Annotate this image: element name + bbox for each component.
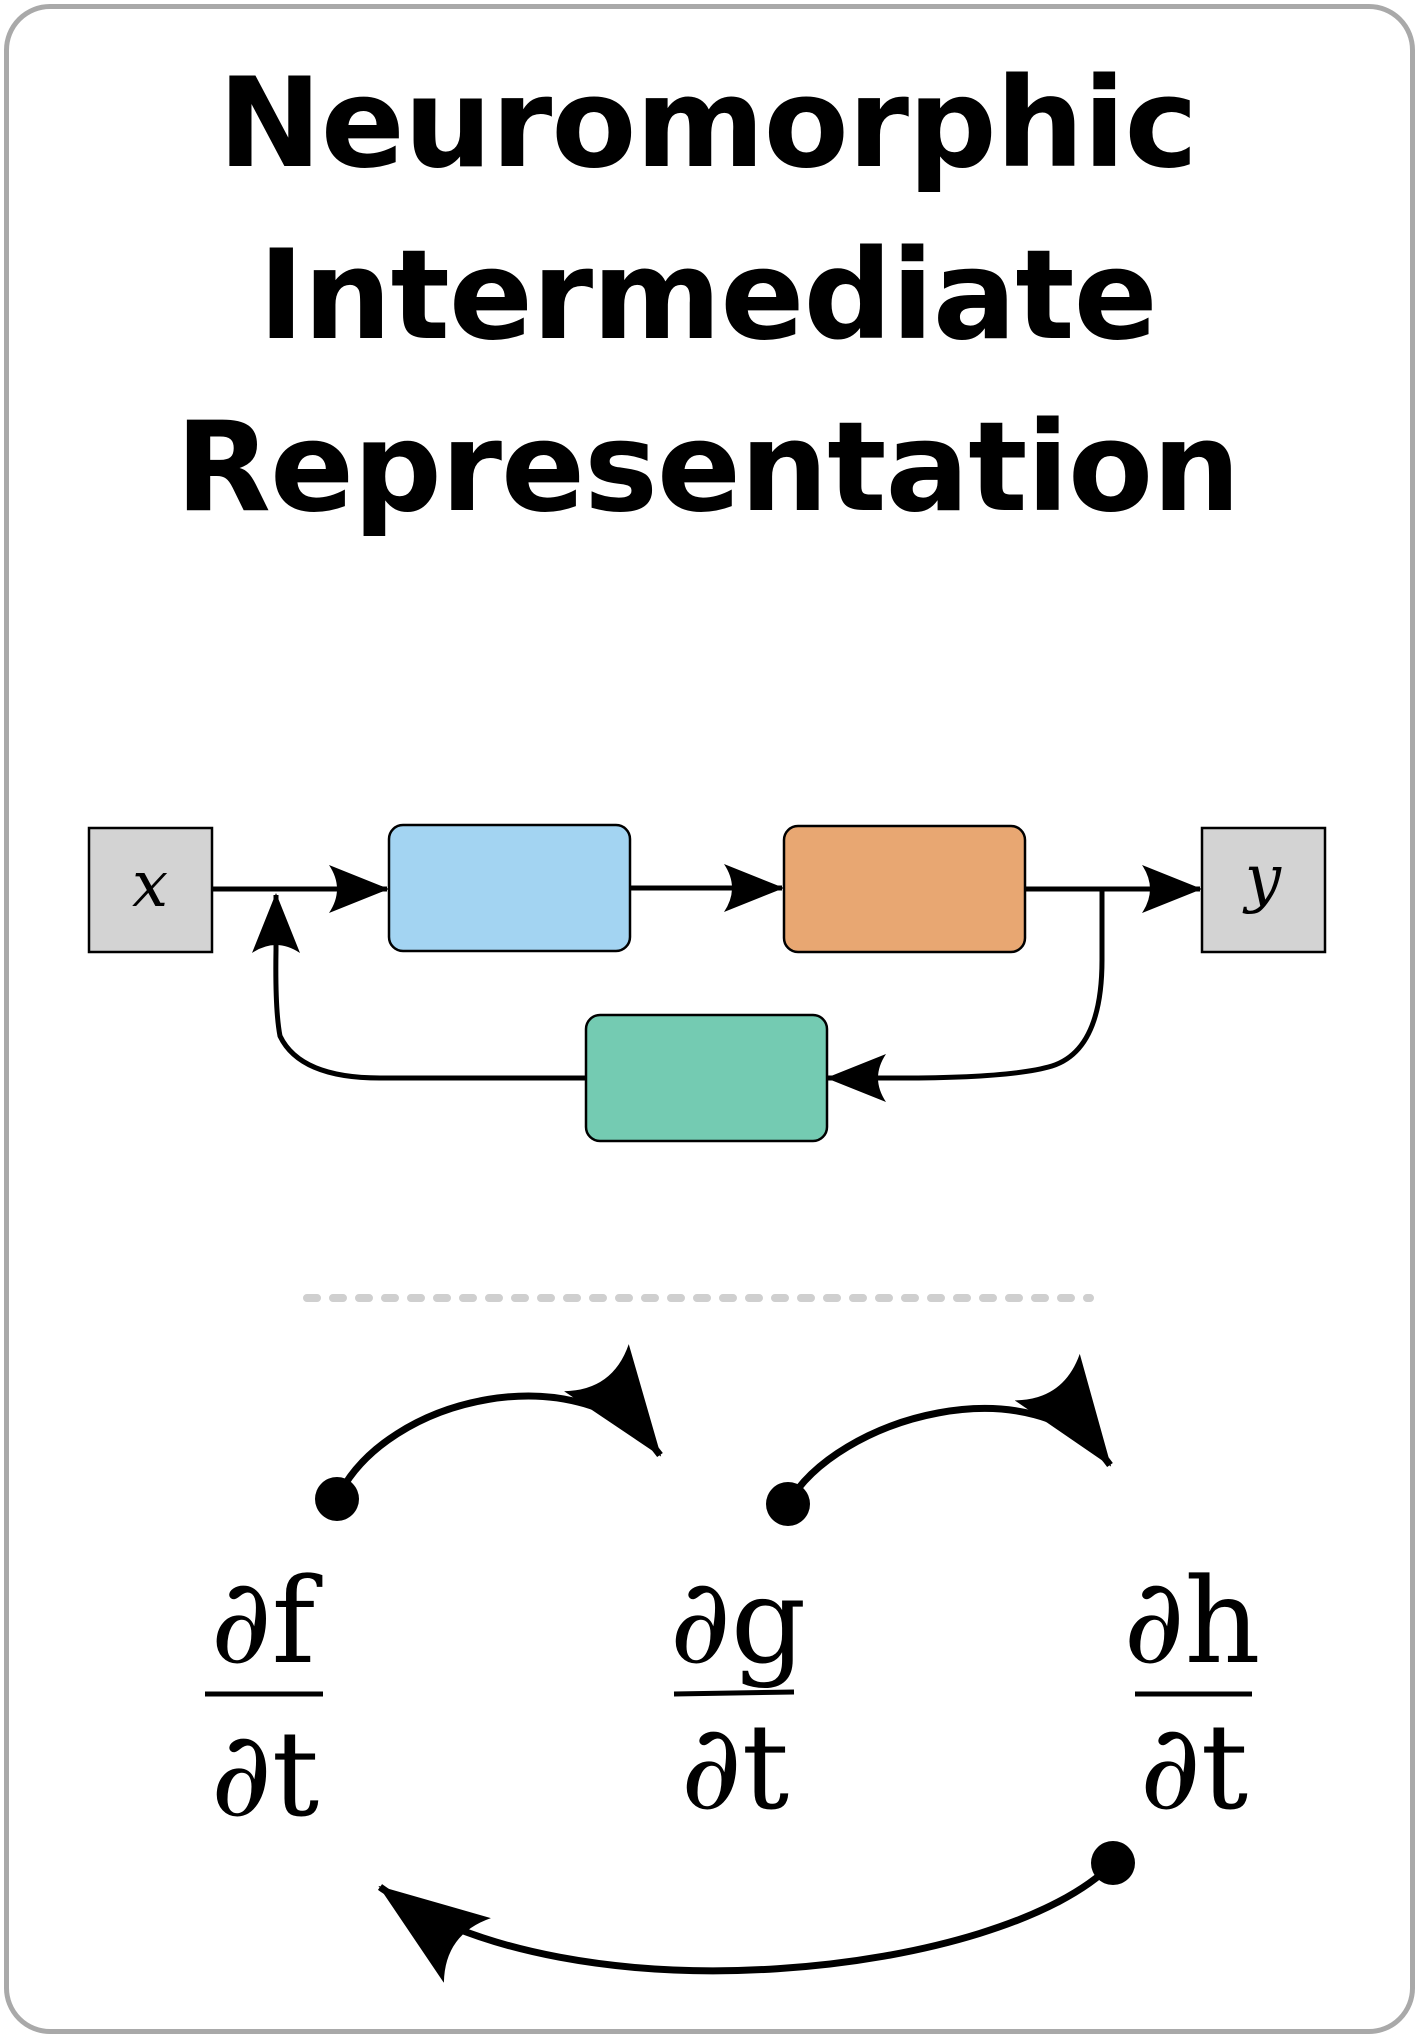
fraction-g-numerator: ∂g	[670, 1552, 807, 1690]
arrow-h-to-f	[377, 1841, 1135, 1983]
block-2	[782, 824, 1027, 954]
block-1	[387, 823, 632, 953]
derivative-cycle: ∂f ∂t ∂g ∂t ∂h ∂t	[205, 1344, 1261, 1983]
input-label: x	[132, 848, 168, 922]
fraction-h-denominator: ∂t	[1140, 1698, 1248, 1836]
edge-feedback-to-x	[252, 893, 586, 1081]
arrow-g-to-h	[766, 1353, 1113, 1526]
fraction-h-numerator: ∂h	[1123, 1552, 1260, 1690]
fraction-f-numerator: ∂f	[211, 1552, 323, 1690]
edge-y-to-feedback	[826, 889, 1105, 1102]
title-line-1: Neuromorphic	[217, 52, 1198, 196]
arrow-f-to-g	[315, 1344, 663, 1521]
fraction-f-denominator: ∂t	[211, 1705, 319, 1843]
fraction-g-denominator: ∂t	[681, 1698, 789, 1836]
feedback-block	[584, 1013, 829, 1143]
input-box	[87, 826, 214, 954]
block-diagram: x y	[87, 823, 1327, 1143]
output-label: y	[1242, 842, 1282, 916]
fraction-g-bar	[673, 1689, 795, 1697]
title-line-3: Representation	[175, 396, 1241, 540]
title-line-2: Intermediate	[258, 224, 1158, 368]
output-box	[1200, 826, 1327, 954]
page-title: Neuromorphic Intermediate Representation	[0, 38, 1415, 554]
